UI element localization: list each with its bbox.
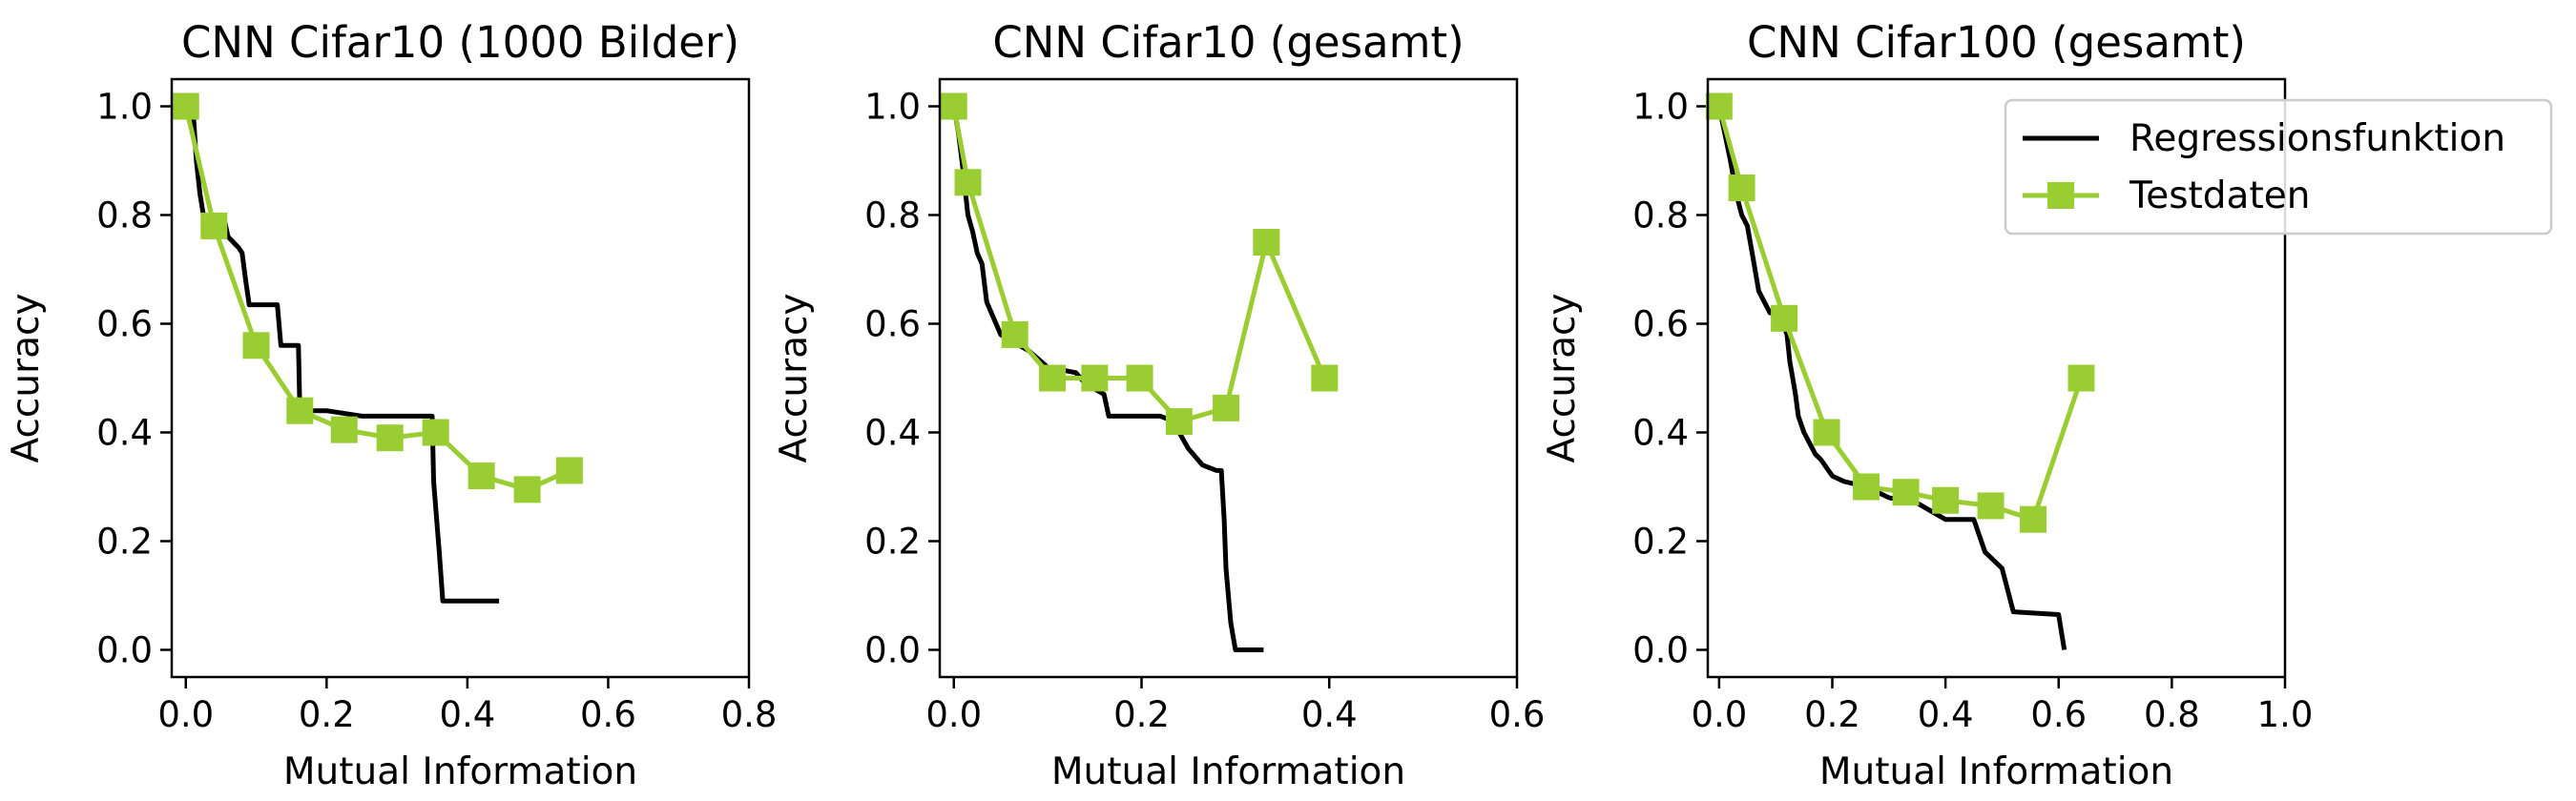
test-data-point: [1932, 486, 1960, 514]
x-tick-label: 1.0: [2257, 694, 2314, 735]
test-data-line: [1716, 105, 2084, 523]
test-data-point: [242, 332, 270, 359]
y-tick-label: 0.2: [864, 522, 921, 563]
test-data-point: [376, 424, 404, 452]
test-data-point: [200, 212, 228, 239]
test-data-point: [1253, 229, 1280, 256]
test-data-point: [1853, 473, 1880, 501]
test-data-point: [940, 92, 967, 120]
y-tick-label: 0.6: [1632, 304, 1689, 345]
chart-title: CNN Cifar10 (gesamt): [992, 17, 1464, 68]
y-tick-label: 1.0: [864, 87, 921, 128]
test-data-line: [183, 105, 571, 492]
y-tick-label: 0.8: [96, 195, 153, 236]
axes-frame: [938, 77, 1519, 679]
test-data-point: [1126, 364, 1153, 392]
test-data-point: [1081, 364, 1109, 392]
legend-test-swatch-marker: [2047, 182, 2074, 209]
y-tick-label: 0.4: [864, 413, 921, 454]
y-tick-label: 0.6: [864, 304, 921, 345]
y-axis-label: Accuracy: [773, 293, 816, 462]
chart-title: CNN Cifar100 (gesamt): [1747, 17, 2246, 68]
x-axis-label: Mutual Information: [1819, 750, 2173, 793]
y-axis-label: Accuracy: [5, 293, 48, 462]
x-tick-label: 0.2: [1804, 694, 1860, 735]
chart-3: CNN Cifar100 (gesamt) 0.0 0.2 0.4 0.6 0.8 1.0 0…: [1541, 17, 2313, 793]
chart-1: CNN Cifar10 (1000 Bilder) 0.0 0.2 0.4 0.6 0.8…: [5, 17, 777, 793]
test-data-point: [1705, 92, 1733, 120]
test-data-point: [954, 169, 982, 196]
x-tick-label: 0.0: [1691, 694, 1747, 735]
test-data-point: [1001, 320, 1028, 348]
y-tick-label: 0.6: [96, 304, 153, 345]
y-tick-label: 0.0: [864, 630, 921, 671]
test-data-point: [1039, 364, 1067, 392]
y-tick-label: 0.4: [96, 413, 153, 454]
chart-2: CNN Cifar10 (gesamt) 0.0 0.2 0.4 0.6 0.0 0.2 0.…: [773, 17, 1545, 793]
legend-regression-label: Regressionsfunktion: [2129, 117, 2505, 160]
y-tick-label: 0.4: [1632, 413, 1689, 454]
test-data-line: [951, 106, 1327, 424]
test-data-point: [1213, 394, 1240, 421]
y-tick-label: 0.2: [96, 522, 153, 563]
test-data-point: [1165, 408, 1193, 436]
test-data-point: [1728, 175, 1755, 201]
test-data-point: [1771, 304, 1798, 332]
y-axis-label: Accuracy: [1541, 293, 1584, 462]
x-axis-label: Mutual Information: [1051, 750, 1405, 793]
y-tick-label: 1.0: [96, 87, 153, 128]
chart-title: CNN Cifar10 (1000 Bilder): [181, 17, 739, 68]
test-data-point: [467, 462, 495, 490]
legend-test-label: Testdaten: [2129, 175, 2310, 217]
regression-line: [185, 104, 500, 604]
y-tick-label: 0.8: [1632, 195, 1689, 236]
x-tick-label: 0.0: [925, 694, 982, 735]
y-tick-label: 0.2: [1632, 522, 1689, 563]
x-tick-label: 0.4: [1918, 694, 1974, 735]
regression-line: [1716, 105, 2067, 650]
test-data-point: [513, 476, 541, 503]
test-data-point: [172, 92, 199, 120]
legend: Regressionsfunktion Testdaten: [2004, 98, 2553, 236]
x-tick-label: 0.8: [2144, 694, 2200, 735]
x-tick-label: 0.6: [2030, 694, 2087, 735]
y-tick-label: 0.0: [96, 630, 153, 671]
test-data-point: [286, 397, 314, 424]
test-data-point: [330, 416, 358, 443]
test-data-point: [1813, 419, 1840, 446]
x-tick-label: 0.2: [1113, 694, 1170, 735]
y-tick-label: 1.0: [1632, 87, 1689, 128]
x-tick-label: 0.4: [1301, 694, 1358, 735]
test-data-point: [1311, 364, 1339, 392]
x-tick-label: 0.6: [1489, 694, 1546, 735]
x-tick-label: 0.4: [439, 694, 495, 735]
x-tick-label: 0.8: [721, 694, 778, 735]
y-tick-label: 0.8: [864, 195, 921, 236]
legend-box: [2004, 98, 2553, 236]
x-tick-label: 0.0: [157, 694, 214, 735]
test-data-point: [2020, 505, 2047, 533]
axes-frame: [170, 77, 751, 679]
x-tick-label: 0.6: [580, 694, 636, 735]
test-data-point: [1892, 479, 1920, 506]
test-data-point: [1977, 492, 2005, 520]
test-data-point: [555, 457, 583, 484]
axes-frame: [1706, 77, 2287, 679]
x-tick-label: 0.2: [299, 694, 355, 735]
x-axis-label: Mutual Information: [283, 750, 637, 793]
test-data-point: [2067, 364, 2095, 392]
y-tick-label: 0.0: [1632, 630, 1689, 671]
test-data-point: [422, 419, 449, 446]
